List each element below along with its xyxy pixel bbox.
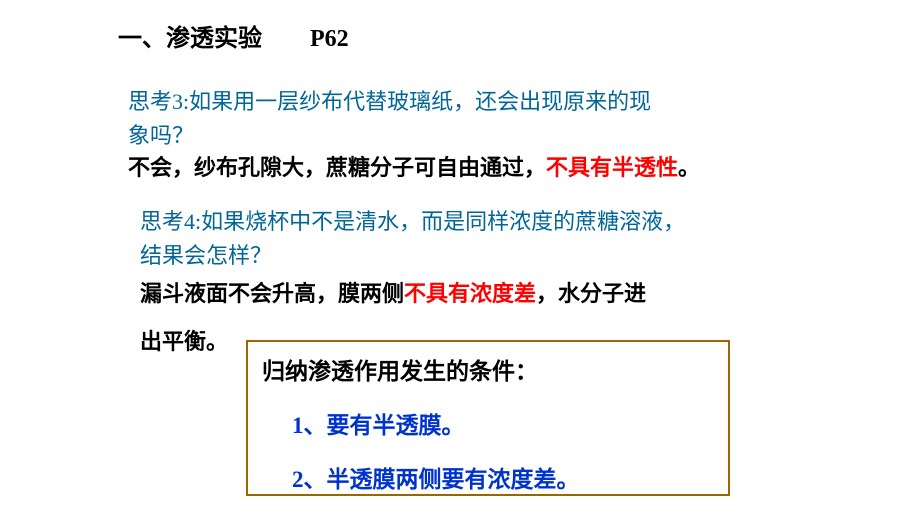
answer-4-line1-red: 不具有浓度差 (404, 281, 536, 306)
question-4-line2: 结果会怎样？ (140, 238, 272, 270)
summary-box: 归纳渗透作用发生的条件： 1、要有半透膜。 2、半透膜两侧要有浓度差。 (246, 340, 730, 496)
summary-item-1: 1、要有半透膜。 (292, 406, 714, 440)
answer-4-line1: 漏斗液面不会升高，膜两侧不具有浓度差，水分子进 (140, 276, 646, 308)
summary-title: 归纳渗透作用发生的条件： (262, 352, 714, 386)
answer-3-black: 不会，纱布孔隙大，蔗糖分子可自由通过， (128, 155, 546, 180)
summary-item-2: 2、半透膜两侧要有浓度差。 (292, 460, 714, 494)
answer-4-line1-black1: 漏斗液面不会升高，膜两侧 (140, 281, 404, 306)
question-3-line1: 思考3:如果用一层纱布代替玻璃纸，还会出现原来的现 (128, 84, 651, 116)
answer-3: 不会，纱布孔隙大，蔗糖分子可自由通过，不具有半透性。 (128, 150, 700, 182)
answer-4-line1-black2: ，水分子进 (536, 281, 646, 306)
question-4-line1: 思考4:如果烧杯中不是清水，而是同样浓度的蔗糖溶液， (140, 204, 685, 236)
question-3-line2: 象吗？ (128, 118, 194, 150)
answer-4-line2: 出平衡。 (140, 324, 228, 356)
answer-3-tail: 。 (678, 155, 700, 180)
section-heading: 一、渗透实验 P62 (118, 18, 349, 53)
answer-3-red: 不具有半透性 (546, 155, 678, 180)
